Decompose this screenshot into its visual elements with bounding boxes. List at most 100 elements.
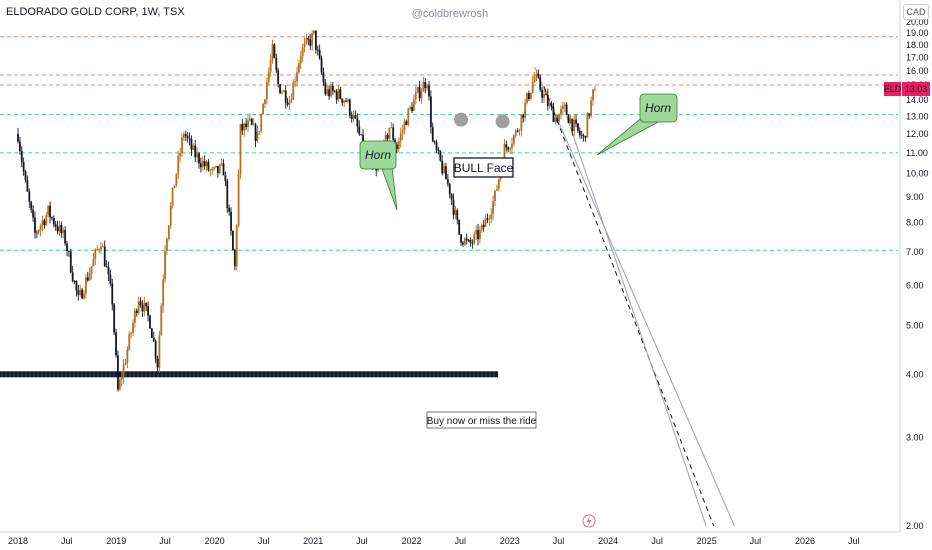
bull-face-box xyxy=(453,157,514,178)
candle-body xyxy=(548,103,551,107)
candle-body xyxy=(345,100,347,102)
candle-body xyxy=(118,379,121,390)
candle-body xyxy=(465,238,468,240)
candle-body xyxy=(245,123,248,127)
time-tick-label: Jul xyxy=(454,536,466,546)
candle-body xyxy=(250,118,253,125)
time-tick-label: 2021 xyxy=(303,536,323,546)
time-tick-label: 2023 xyxy=(500,536,520,546)
candle-body xyxy=(460,234,462,243)
candle-body xyxy=(571,118,574,132)
candle-body xyxy=(54,224,57,227)
candle-body xyxy=(239,124,242,175)
candle-body xyxy=(456,210,459,220)
candle-body xyxy=(137,301,140,313)
candle-body xyxy=(401,130,404,134)
eye-dots xyxy=(454,112,510,129)
price-tick-label: 4.00 xyxy=(906,369,924,379)
volume-profile xyxy=(0,371,498,378)
candle-body xyxy=(298,63,300,73)
candle-body xyxy=(299,56,302,64)
candle-body xyxy=(544,93,547,95)
watermark: @coldbrewrosh xyxy=(411,8,489,20)
candle-body xyxy=(271,44,274,60)
candle-body xyxy=(429,96,432,128)
candle-body xyxy=(17,133,19,142)
candle-body xyxy=(594,89,596,90)
eye-dot xyxy=(495,114,510,129)
candle-body xyxy=(526,93,528,103)
candle-body xyxy=(518,130,521,132)
candle-body xyxy=(58,224,61,232)
time-tick-label: 2026 xyxy=(795,536,815,546)
price-tick-label: 11.00 xyxy=(906,148,928,158)
candle-body xyxy=(56,226,59,232)
candle-body xyxy=(418,87,421,99)
candle-body xyxy=(62,229,65,234)
price-tick-label: 14.00 xyxy=(906,95,929,105)
candle-body xyxy=(262,103,264,115)
candle-body xyxy=(313,30,315,34)
candle-body xyxy=(514,130,517,136)
candle-body xyxy=(252,124,255,126)
candle-body xyxy=(30,201,33,210)
candle-body xyxy=(152,337,155,341)
candle-body xyxy=(277,70,280,85)
candle-body xyxy=(222,163,225,176)
candle-body xyxy=(60,224,63,234)
candle-body xyxy=(184,134,187,137)
candle-body xyxy=(120,377,123,380)
channel-line-lower xyxy=(566,116,707,527)
time-tick-label: 2024 xyxy=(598,536,618,546)
candle-body xyxy=(132,322,134,333)
candle-body xyxy=(126,349,129,364)
candle-body xyxy=(301,47,304,57)
candles xyxy=(17,30,596,392)
currency-badge[interactable]: CAD xyxy=(903,4,929,20)
candle-body xyxy=(580,135,583,136)
candle-body xyxy=(73,281,76,282)
candle-body xyxy=(537,74,540,78)
candle-body xyxy=(477,230,479,240)
candle-body xyxy=(77,290,80,295)
candle-body xyxy=(235,225,238,267)
candle-body xyxy=(52,217,55,225)
candle-body xyxy=(109,274,112,284)
candle-body xyxy=(375,168,378,171)
candle-body xyxy=(207,161,210,171)
price-tick-label: 8.00 xyxy=(906,218,924,228)
candle-body xyxy=(107,267,110,275)
candle-body xyxy=(98,249,100,251)
candle-body xyxy=(269,59,272,72)
candle-body xyxy=(422,81,425,92)
candle-body xyxy=(473,233,476,243)
candle-body xyxy=(335,91,338,100)
candle-body xyxy=(86,277,89,281)
candle-body xyxy=(20,151,23,163)
candle-body xyxy=(34,217,36,233)
price-tick-label: 12.00 xyxy=(906,129,929,139)
candle-body xyxy=(454,210,457,215)
candle-body xyxy=(309,39,312,46)
price-tick-label: 13.00 xyxy=(906,111,929,121)
candle-body xyxy=(475,230,478,234)
price-tick-label: 18.00 xyxy=(906,40,929,50)
candle-body xyxy=(347,99,349,102)
time-tick-label: 2025 xyxy=(697,536,717,546)
candle-body xyxy=(437,150,440,151)
candle-body xyxy=(290,99,293,102)
candle-body xyxy=(41,220,44,226)
candle-body xyxy=(314,30,317,50)
candle-body xyxy=(224,175,227,182)
candle-body xyxy=(556,117,559,122)
candle-body xyxy=(39,225,42,231)
candle-body xyxy=(105,266,108,268)
candle-body xyxy=(561,105,564,109)
candle-body xyxy=(463,238,466,245)
candle-body xyxy=(71,272,74,282)
candle-body xyxy=(494,190,496,201)
time-axis: 2018 Jul 2019 Jul 2020 Jul 2021 Jul 2022 Jul 2023 J… xyxy=(0,531,900,546)
time-tick-label: 2020 xyxy=(205,536,225,546)
candle-body xyxy=(190,138,193,150)
